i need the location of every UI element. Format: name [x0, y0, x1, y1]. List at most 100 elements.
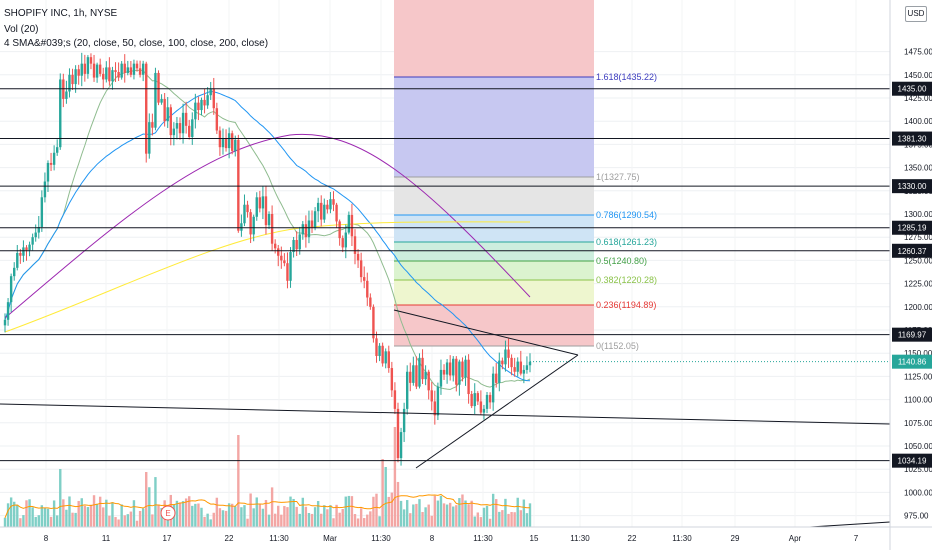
candle — [452, 356, 455, 382]
candle — [83, 54, 87, 82]
time-tick-label: 11:30 — [269, 534, 289, 543]
price-tick-label: 1200.00 — [904, 303, 932, 312]
currency-button[interactable]: USD — [905, 6, 927, 22]
candle-body — [77, 69, 80, 76]
fib-zone-1 — [394, 177, 594, 215]
candle — [65, 80, 68, 104]
earnings-icon[interactable] — [160, 505, 176, 521]
time-tick-label: 11 — [102, 534, 111, 543]
time-tick-label: 7 — [854, 534, 859, 543]
candle — [439, 359, 443, 395]
candle — [399, 427, 403, 466]
candle — [25, 245, 28, 261]
volume-bar — [86, 507, 90, 527]
fib-zone-0236 — [394, 305, 594, 346]
candle — [160, 94, 163, 105]
candle — [105, 61, 108, 83]
candle-body — [375, 338, 378, 356]
volume-bar — [482, 507, 486, 527]
candle-body — [470, 394, 473, 407]
candle — [409, 362, 412, 392]
volume-bar — [409, 513, 412, 527]
candle-body — [387, 351, 390, 369]
volume-bar — [117, 519, 120, 527]
candle — [418, 353, 421, 389]
time-tick-label: 11:30 — [570, 534, 590, 543]
volume-bar — [402, 509, 406, 527]
volume-bar — [344, 496, 347, 527]
price-tick-label: 1125.00 — [904, 372, 932, 381]
candle-body — [344, 232, 347, 248]
volume-bar — [240, 507, 243, 527]
volume-bar — [507, 513, 510, 527]
volume-bar — [126, 514, 130, 527]
candle — [304, 215, 308, 248]
candle-body — [151, 122, 154, 128]
candle-body — [157, 72, 160, 103]
candle-body — [452, 358, 455, 376]
volume-bar — [129, 511, 133, 527]
candle-body — [227, 133, 231, 149]
volume-bar — [145, 472, 148, 527]
level-tag-label: 1330.00 — [898, 182, 927, 191]
volume-bar — [473, 516, 476, 527]
candle-body — [3, 319, 7, 326]
volume-bar — [16, 504, 19, 527]
volume-bar — [227, 503, 231, 527]
volume-bar — [448, 502, 452, 527]
candle-body — [381, 345, 384, 364]
candle — [350, 203, 354, 247]
volume-bar — [243, 505, 246, 527]
candle — [34, 224, 37, 242]
volume-bar — [455, 505, 458, 527]
volume-bar — [200, 507, 203, 527]
candle — [488, 392, 492, 409]
candle — [393, 382, 397, 415]
volume-bar — [102, 507, 105, 527]
candle — [528, 353, 532, 373]
time-tick-label: 11:30 — [473, 534, 493, 543]
candle — [230, 130, 234, 155]
candle-body — [292, 239, 295, 253]
volume-bar — [522, 499, 526, 527]
time-axis[interactable]: 8 11 17 22 11:30 Mar 11:30 8 11:30 15 11:30 22 11:30… — [44, 534, 859, 543]
volume-bar — [6, 503, 10, 527]
volume-bar — [445, 504, 449, 527]
candle — [123, 54, 126, 83]
volume-ma-line — [4, 493, 531, 518]
volume-bar — [378, 516, 381, 527]
candle-body — [430, 390, 433, 402]
candle-body — [234, 139, 237, 151]
volume-bar — [424, 507, 427, 527]
sma-20-line — [4, 69, 531, 391]
candle — [313, 207, 317, 231]
candle — [310, 210, 314, 233]
volume-bar — [151, 514, 154, 527]
candle-body — [163, 98, 166, 122]
volume-bar — [255, 497, 258, 527]
volume-legend: Vol (20) — [4, 24, 39, 35]
volume-bar — [59, 469, 62, 527]
volume-bar — [9, 497, 13, 527]
candle-body — [519, 361, 522, 374]
candle-body — [525, 365, 529, 370]
time-tick-label: 11:30 — [672, 534, 692, 543]
candle-body — [258, 197, 262, 209]
candle — [59, 73, 62, 150]
volume-bar — [476, 512, 480, 527]
candle-body — [313, 211, 317, 228]
candle — [203, 88, 206, 114]
candle-body — [28, 244, 31, 251]
candle — [102, 67, 105, 90]
volume-bar — [289, 496, 292, 527]
volume-bar — [347, 495, 351, 527]
candle — [424, 365, 427, 386]
volume-bar — [194, 503, 197, 527]
candle-body — [467, 359, 470, 395]
candle — [188, 119, 191, 140]
earnings-marker[interactable]: E — [160, 505, 176, 521]
volume-bar — [22, 515, 25, 527]
sma-legend: 4 SMA&#039;s (20, close, 50, close, 100,… — [4, 38, 269, 49]
candle — [289, 247, 292, 288]
